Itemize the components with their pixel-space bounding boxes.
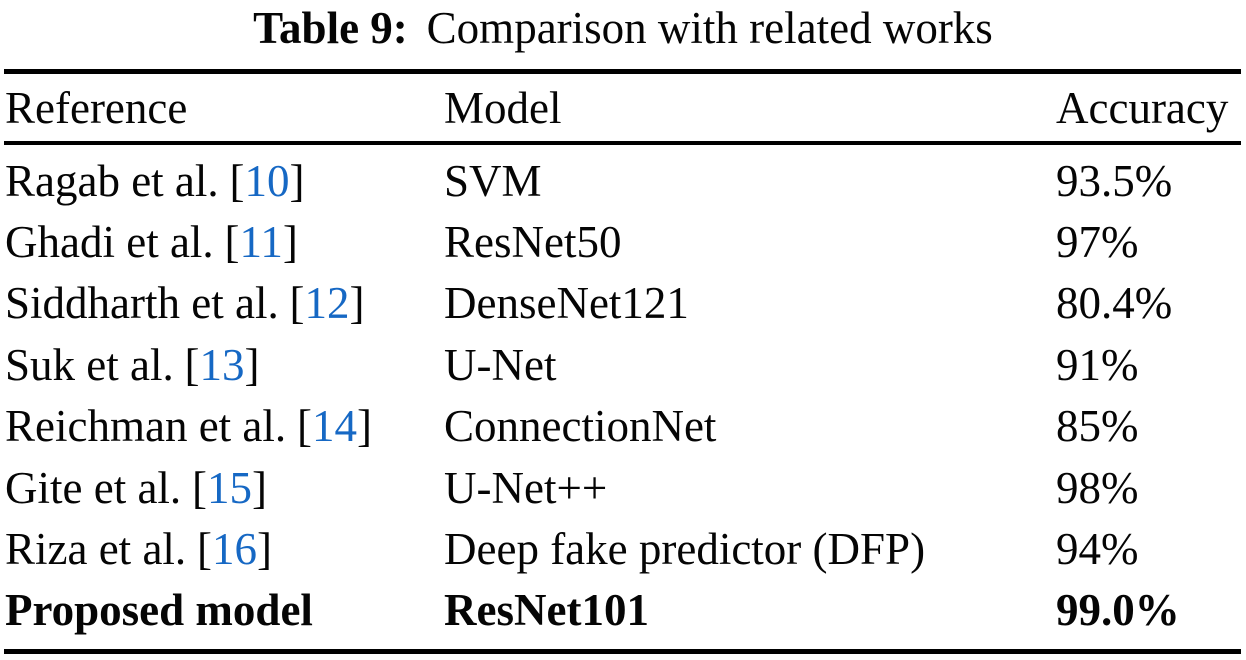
model-cell: DenseNet121 xyxy=(444,278,689,329)
reference-text: Riza et al. xyxy=(5,524,187,575)
citation-link[interactable]: 12 xyxy=(304,278,350,329)
reference-cell: Proposed model xyxy=(4,584,444,636)
reference-text: Proposed model xyxy=(5,585,313,636)
citation-link[interactable]: 16 xyxy=(211,524,257,575)
accuracy-cell: 97% xyxy=(1056,217,1139,268)
citation: [11] xyxy=(224,217,297,267)
model-cell: U-Net++ xyxy=(444,462,608,513)
reference-cell: Gite et al. [15] xyxy=(4,462,444,514)
accuracy-cell: 93.5% xyxy=(1056,155,1173,206)
col-header-accuracy: Accuracy xyxy=(1056,82,1229,133)
col-header-reference: Reference xyxy=(5,82,188,133)
table-row: Ragab et al. [10] SVM 93.5% xyxy=(4,150,1241,211)
citation-bracket-close: ] xyxy=(282,217,298,268)
citation: [10] xyxy=(229,156,304,206)
citation-bracket-close: ] xyxy=(289,155,305,206)
table-caption: Table 9: Comparison with related works xyxy=(0,2,1246,54)
table-row: Siddharth et al. [12] DenseNet121 80.4% xyxy=(4,273,1241,334)
reference-cell: Suk et al. [13] xyxy=(4,339,444,391)
reference-text: Gite et al. xyxy=(5,462,182,513)
citation-bracket-open: [ xyxy=(229,155,245,206)
model-cell: SVM xyxy=(444,155,542,206)
citation-bracket-close: ] xyxy=(251,462,267,513)
model-cell: ResNet101 xyxy=(444,585,649,636)
accuracy-cell: 85% xyxy=(1056,401,1139,452)
table-row: Gite et al. [15] U-Net++ 98% xyxy=(4,457,1241,518)
reference-cell: Siddharth et al. [12] xyxy=(4,277,444,329)
accuracy-cell: 91% xyxy=(1056,339,1139,390)
table-body: Ragab et al. [10] SVM 93.5% Ghadi et al.[… xyxy=(4,145,1241,649)
model-cell: U-Net xyxy=(444,339,557,390)
accuracy-cell: 94% xyxy=(1056,524,1139,575)
reference-text: Ragab et al. xyxy=(5,155,219,206)
citation: [14] xyxy=(297,401,372,451)
citation-link[interactable]: 14 xyxy=(311,401,357,452)
citation-bracket-close: ] xyxy=(349,278,365,329)
citation-bracket-open: [ xyxy=(296,401,312,452)
accuracy-cell: 80.4% xyxy=(1056,278,1173,329)
accuracy-cell: 98% xyxy=(1056,462,1139,513)
reference-text: Reichman et al. xyxy=(5,401,287,452)
citation-link[interactable]: 15 xyxy=(206,462,252,513)
citation-bracket-close: ] xyxy=(356,401,372,452)
model-cell: ResNet50 xyxy=(444,217,622,268)
model-cell: ConnectionNet xyxy=(444,401,717,452)
citation-bracket-close: ] xyxy=(244,339,260,390)
reference-text: Ghadi et al. xyxy=(5,217,214,268)
reference-cell: Reichman et al. [14] xyxy=(4,400,444,452)
citation-bracket-close: ] xyxy=(256,524,272,575)
reference-cell: Ragab et al. [10] xyxy=(4,155,444,207)
table-row: Suk et al. [13] U-Net 91% xyxy=(4,334,1241,395)
model-cell: Deep fake predictor (DFP) xyxy=(444,524,926,575)
citation-link[interactable]: 10 xyxy=(244,155,290,206)
table-row-proposed-model: Proposed model ResNet101 99.0% xyxy=(4,580,1241,641)
citation-link[interactable]: 11 xyxy=(239,217,283,268)
table-row: Ghadi et al. [11] ResNet50 97% xyxy=(4,211,1241,272)
citation-bracket-open: [ xyxy=(196,524,212,575)
citation: [13] xyxy=(185,340,260,390)
reference-text: Suk et al. xyxy=(5,339,174,390)
citation-bracket-open: [ xyxy=(191,462,207,513)
citation-link[interactable]: 13 xyxy=(199,339,245,390)
table-caption-label: Table 9: xyxy=(253,3,408,53)
reference-cell: Riza et al. [16] xyxy=(4,523,444,575)
comparison-table: Reference Model Accuracy Ragab et al. [10… xyxy=(4,69,1241,655)
col-header-model: Model xyxy=(444,82,562,133)
table-row: Reichman et al. [14] ConnectionNet 85% xyxy=(4,396,1241,457)
table-caption-text: Comparison with related works xyxy=(426,3,993,53)
table-row: Riza et al. [16] Deep fake predictor (DFP… xyxy=(4,518,1241,579)
citation: [12] xyxy=(290,278,365,328)
citation: [15] xyxy=(192,463,267,513)
citation-bracket-open: [ xyxy=(289,278,305,329)
table-header-row: Reference Model Accuracy xyxy=(4,74,1241,145)
accuracy-cell: 99.0% xyxy=(1056,585,1180,636)
citation-bracket-open: [ xyxy=(184,339,200,390)
reference-text: Siddharth et al. xyxy=(5,278,279,329)
citation-bracket-open: [ xyxy=(224,217,240,268)
citation: [16] xyxy=(197,524,272,574)
reference-cell: Ghadi et al. [11] xyxy=(4,216,444,268)
